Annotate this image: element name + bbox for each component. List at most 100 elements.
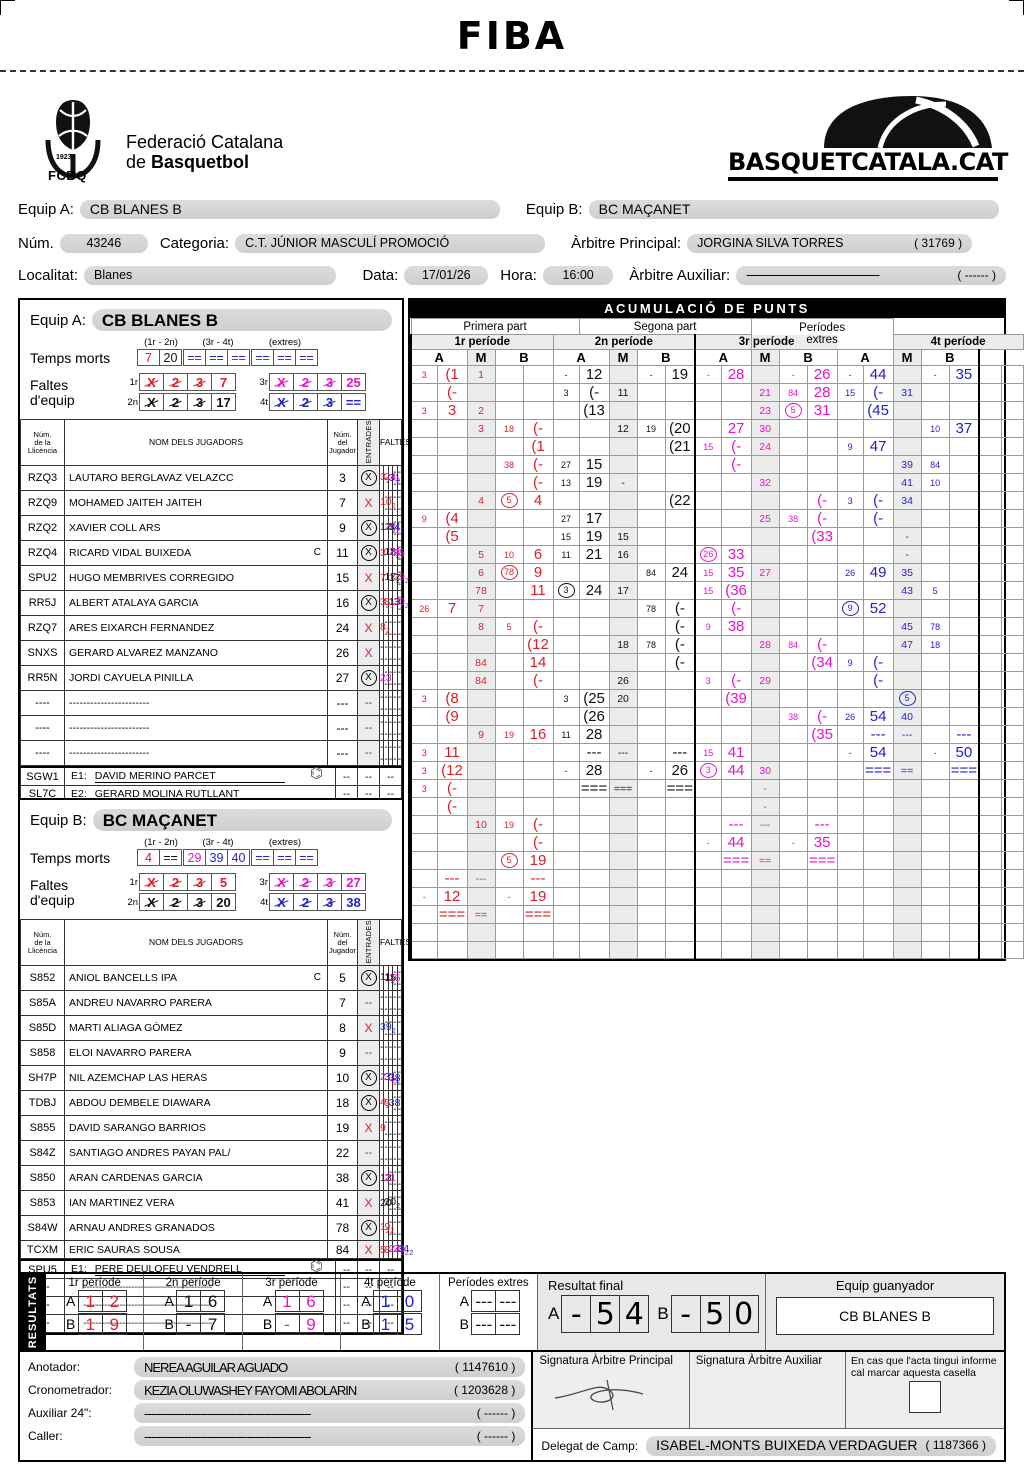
score-cell-sub[interactable] — [920, 833, 950, 852]
score-cell-m[interactable] — [892, 365, 922, 384]
score-cell-sub[interactable] — [410, 437, 438, 456]
result-digit[interactable]: 1 — [176, 1290, 202, 1312]
score-cell-m[interactable] — [892, 887, 922, 906]
score-cell-sub[interactable] — [494, 923, 524, 942]
score-cell-sub[interactable] — [636, 527, 666, 546]
score-cell-sub[interactable]: - — [636, 365, 666, 384]
score-cell-main[interactable] — [436, 545, 468, 564]
score-cell-sub[interactable] — [494, 527, 524, 546]
score-cell-main[interactable] — [664, 797, 696, 816]
player-foul-4[interactable]: -- — [392, 665, 398, 692]
score-cell-main[interactable]: (- — [436, 383, 468, 402]
score-cell-main[interactable]: 28 — [720, 365, 752, 384]
score-cell-m[interactable]: - — [892, 545, 922, 564]
player-foul-4[interactable]: -- — [392, 1190, 398, 1217]
player-foul-5[interactable]: -- — [396, 690, 403, 717]
score-cell-main[interactable] — [664, 887, 696, 906]
score-cell-sub[interactable]: 19 — [494, 725, 524, 744]
score-cell-main[interactable] — [948, 635, 980, 654]
player-foul-4[interactable]: -- — [392, 465, 398, 492]
score-cell-sub[interactable] — [836, 905, 864, 924]
score-cell-main[interactable] — [664, 851, 696, 870]
score-cell-sub[interactable] — [920, 563, 950, 582]
score-cell-m[interactable] — [608, 653, 638, 672]
coach-foul-3[interactable]: -- — [379, 1259, 402, 1279]
score-cell-main[interactable] — [806, 437, 838, 456]
score-cell-main[interactable] — [578, 833, 610, 852]
score-cell-sub[interactable]: 9 — [836, 653, 864, 672]
score-cell-sub[interactable]: - — [836, 743, 864, 762]
score-cell-main[interactable]: (- — [436, 797, 468, 816]
score-cell-sub[interactable]: 26 — [836, 707, 864, 726]
final-digit[interactable]: 0 — [728, 1295, 759, 1333]
score-cell-sub[interactable]: 19 — [636, 419, 666, 438]
score-cell-main[interactable] — [948, 473, 980, 492]
timeout-box-8[interactable]: == — [295, 349, 318, 366]
score-cell-sub[interactable] — [494, 653, 524, 672]
score-cell-sub[interactable] — [552, 940, 580, 960]
score-cell-main[interactable] — [948, 455, 980, 474]
score-cell-sub[interactable] — [694, 940, 722, 960]
player-entry-mark[interactable]: X — [357, 1015, 380, 1042]
timeout-box-3[interactable]: == — [183, 349, 206, 366]
score-cell-m[interactable] — [608, 761, 638, 780]
score-cell-sub[interactable]: 78 — [636, 599, 666, 618]
score-cell-sub[interactable] — [920, 923, 950, 942]
score-cell-extra[interactable] — [978, 689, 1002, 708]
score-cell-sub[interactable] — [410, 527, 438, 546]
score-cell-sub[interactable]: 10 — [920, 473, 950, 492]
player-foul-3[interactable]: -- — [387, 1115, 394, 1142]
score-cell-sub[interactable] — [636, 905, 666, 924]
score-cell-sub[interactable] — [410, 905, 438, 924]
score-cell-sub[interactable] — [694, 887, 722, 906]
player-foul-4[interactable]: -- — [392, 1140, 398, 1167]
timeout-box-4[interactable]: == — [205, 349, 228, 366]
score-cell-m[interactable] — [892, 815, 922, 834]
score-cell-extra[interactable] — [1000, 707, 1024, 726]
player-foul-3[interactable]: -- — [387, 490, 394, 517]
score-cell-sub[interactable] — [552, 779, 580, 798]
player-foul-4[interactable]: -- — [392, 1090, 398, 1117]
player-entry-mark[interactable]: X — [357, 540, 380, 567]
score-cell-main[interactable]: (22 — [664, 491, 696, 510]
score-cell-main[interactable]: 12 — [436, 887, 468, 906]
score-cell-sub[interactable] — [694, 401, 722, 420]
score-cell-m[interactable] — [466, 689, 496, 708]
player-foul-3[interactable]: -- — [387, 665, 394, 692]
score-cell-sub[interactable] — [836, 671, 864, 690]
score-cell-main[interactable]: 24 — [578, 581, 610, 600]
player-foul-5[interactable]: -- — [396, 515, 403, 542]
score-cell-sub[interactable] — [552, 419, 580, 438]
score-cell-main[interactable]: 6 — [522, 545, 554, 564]
result-digit[interactable]: 1 — [274, 1290, 300, 1312]
team-foul-box-4[interactable]: 38 — [341, 893, 366, 911]
score-cell-m[interactable]: 41 — [892, 473, 922, 492]
player-entry-mark[interactable]: X — [357, 1215, 380, 1242]
score-cell-main[interactable] — [522, 797, 554, 816]
score-cell-main[interactable]: --- — [664, 743, 696, 762]
score-cell-main[interactable] — [948, 940, 980, 960]
score-cell-m[interactable]: 10 — [466, 815, 496, 834]
score-cell-sub[interactable] — [494, 761, 524, 780]
score-cell-sub[interactable] — [778, 437, 808, 456]
team-foul-box-2[interactable]: 2 — [293, 373, 318, 391]
score-cell-main[interactable]: === — [862, 761, 894, 780]
score-cell-main[interactable] — [862, 581, 894, 600]
score-cell-sub[interactable] — [636, 401, 666, 420]
player-foul-5[interactable]: -- — [396, 740, 403, 767]
score-cell-main[interactable] — [720, 509, 752, 528]
score-cell-m[interactable]: 35 — [892, 563, 922, 582]
score-cell-sub[interactable]: 15 — [694, 743, 722, 762]
score-cell-main[interactable] — [436, 923, 468, 942]
score-cell-m[interactable] — [608, 509, 638, 528]
score-cell-sub[interactable] — [552, 815, 580, 834]
score-cell-sub[interactable]: 3 — [552, 383, 580, 402]
score-cell-sub[interactable] — [410, 635, 438, 654]
score-cell-sub[interactable] — [778, 419, 808, 438]
score-cell-main[interactable]: (34 — [806, 653, 838, 672]
score-cell-sub[interactable]: 5 — [920, 581, 950, 600]
score-cell-main[interactable]: (36 — [720, 581, 752, 600]
score-cell-sub[interactable] — [694, 455, 722, 474]
team-foul-box-4[interactable]: 25 — [341, 373, 366, 391]
score-cell-main[interactable] — [578, 797, 610, 816]
